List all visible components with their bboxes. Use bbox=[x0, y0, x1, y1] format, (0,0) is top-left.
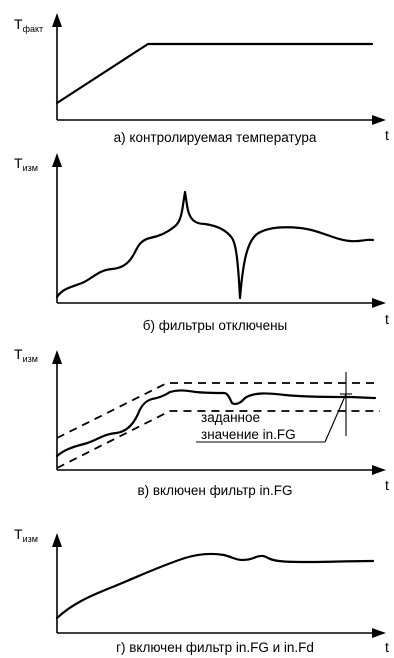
panel-b-y-label: Tизм bbox=[14, 155, 38, 173]
panel-d-y-arrow bbox=[52, 533, 62, 547]
panel-a-y-label: Tфакт bbox=[14, 16, 43, 34]
panel-a-temperature-curve bbox=[55, 42, 374, 105]
panel-d-caption: г) включен фильтр in.FG и in.Fd bbox=[116, 640, 314, 655]
panel-a-x-arrow bbox=[372, 115, 386, 125]
panel-b-y-arrow bbox=[52, 153, 62, 167]
panel-a-y-arrow bbox=[52, 13, 62, 27]
panel-c-filtered-curve bbox=[55, 389, 377, 458]
panel-c-caption: в) включен фильтр in.FG bbox=[137, 483, 292, 498]
panel-b-x-label: t bbox=[385, 311, 389, 327]
panel-b: Tизм t б) фильтры отключены bbox=[14, 153, 389, 333]
panel-c-annotation-line1: заданное bbox=[201, 410, 260, 425]
panel-a-x-label: t bbox=[385, 127, 389, 143]
panel-c-y-arrow bbox=[52, 350, 62, 364]
panel-c-x-label: t bbox=[385, 477, 389, 493]
panel-c-leader-line bbox=[324, 393, 347, 443]
panel-c-annotation-line2: значение in.FG bbox=[201, 427, 296, 442]
panel-d-y-label: Tизм bbox=[14, 526, 38, 544]
panel-d-x-arrow bbox=[372, 628, 386, 638]
panel-a: Tфакт t а) контролируемая температура bbox=[14, 13, 389, 145]
panel-c-x-arrow bbox=[372, 465, 386, 475]
panel-d-smoothed-curve bbox=[55, 552, 375, 620]
panel-b-measured-curve bbox=[55, 190, 375, 300]
panel-c-lower-band bbox=[56, 410, 380, 469]
panel-a-caption: а) контролируемая температура bbox=[114, 130, 317, 145]
panel-b-caption: б) фильтры отключены bbox=[143, 318, 288, 333]
panel-d: Tизм t г) включен фильтр in.FG и in.Fd bbox=[14, 526, 389, 655]
panel-c: Tизм t заданное значение in.FG в) включе… bbox=[14, 346, 389, 498]
panel-b-x-arrow bbox=[372, 298, 386, 308]
panel-d-x-label: t bbox=[385, 639, 389, 655]
panel-c-y-label: Tизм bbox=[14, 346, 38, 364]
